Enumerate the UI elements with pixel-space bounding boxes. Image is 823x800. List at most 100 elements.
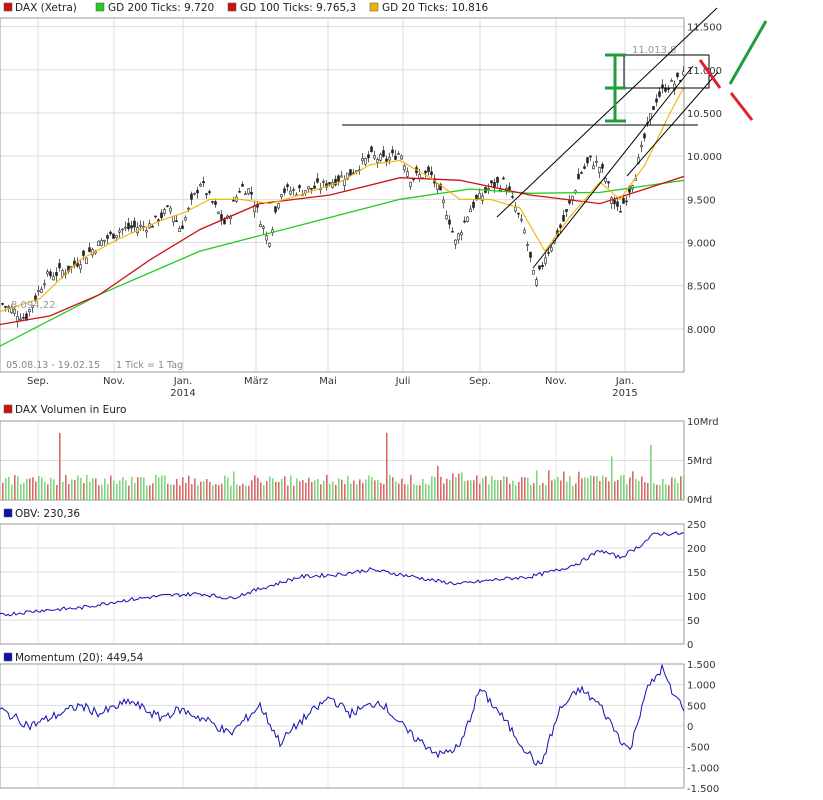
x-month-label: Nov.: [103, 376, 125, 387]
volume-bar: [629, 477, 631, 500]
candle-body: [58, 263, 61, 269]
candle-body: [514, 206, 517, 212]
candle-body: [400, 155, 403, 160]
volume-bar: [305, 482, 307, 500]
volume-bar: [569, 476, 571, 500]
momentum-frame: [0, 663, 685, 789]
candle-body: [385, 158, 388, 162]
volume-bar: [146, 485, 148, 500]
volume-bar: [605, 477, 607, 500]
candle-body: [373, 155, 376, 159]
x-month-label: Mai: [319, 376, 337, 387]
legend-swatch-gd200: [95, 2, 105, 12]
volume-bar: [35, 481, 37, 500]
obv-frame: [0, 523, 685, 645]
momentum-swatch: [3, 652, 13, 662]
volume-panel: DAX Volumen in Euro 10Mrd 5Mrd 0Mrd: [0, 404, 719, 506]
volume-bar: [368, 475, 370, 500]
volume-bar: [218, 485, 220, 500]
obv-y-tick: 100: [687, 592, 706, 603]
candle-body: [307, 186, 310, 190]
volume-bar: [161, 475, 163, 500]
volume-bars: [2, 432, 684, 500]
volume-bar: [431, 476, 433, 500]
volume-bar: [668, 485, 670, 500]
volume-bar: [50, 477, 52, 500]
candle-body: [463, 220, 466, 223]
candle-body: [151, 225, 154, 228]
volume-bar: [74, 479, 76, 500]
bearish-mark-upper: [698, 59, 722, 89]
candle-body: [175, 220, 178, 223]
volume-bar: [593, 476, 595, 500]
price-grid: [0, 18, 684, 788]
volume-bar: [299, 481, 301, 500]
obv-y-tick: 150: [687, 568, 706, 579]
candle-body: [217, 211, 220, 214]
volume-bar: [566, 481, 568, 500]
x-axis: Sep. Nov. Jan. März Mai Juli Sep. Nov. Jan.2014 2…: [27, 376, 638, 399]
volume-bar: [65, 475, 67, 500]
volume-bar: [650, 444, 652, 500]
candle-body: [31, 305, 34, 308]
candle-body: [667, 88, 670, 90]
volume-bar: [635, 478, 637, 500]
volume-bar: [311, 482, 313, 500]
volume-bar: [191, 484, 193, 500]
candle-body: [259, 224, 262, 228]
candle-body: [640, 144, 643, 148]
volume-bar: [491, 476, 493, 500]
candle-body: [520, 218, 523, 221]
volume-bar: [254, 475, 256, 500]
volume-bar: [260, 482, 262, 500]
volume-bar: [11, 484, 13, 500]
candle-body: [571, 195, 574, 200]
momentum-line: [0, 664, 684, 767]
candle-body: [85, 257, 88, 264]
candle-body: [481, 195, 484, 201]
candle-body: [442, 199, 445, 204]
volume-bar: [437, 465, 439, 500]
candle-body: [586, 157, 589, 164]
volume-bar: [425, 483, 427, 500]
candle-body: [607, 181, 610, 184]
legend-gd200: GD 200 Ticks: 9.720: [108, 2, 214, 14]
volume-bar: [596, 476, 598, 500]
candle-body: [346, 172, 349, 180]
volume-bar: [665, 484, 667, 500]
volume-bar: [602, 475, 604, 500]
volume-bar: [518, 481, 520, 500]
volume-bar: [197, 485, 199, 500]
volume-bar: [545, 484, 547, 500]
volume-bar: [398, 483, 400, 500]
candle-body: [517, 212, 520, 215]
candle-body: [109, 231, 112, 235]
candle-body: [280, 194, 283, 198]
candle-body: [469, 208, 472, 213]
volume-bar: [530, 484, 532, 500]
candle-body: [511, 196, 514, 198]
candle-body: [580, 172, 583, 174]
candle-body: [487, 188, 490, 190]
volume-bar: [170, 484, 172, 500]
volume-bar: [14, 474, 16, 500]
candle-body: [328, 182, 331, 185]
candles: [1, 66, 684, 328]
candle-body: [37, 290, 40, 292]
candle-body: [244, 193, 247, 196]
x-month-label: Sep.: [27, 376, 49, 387]
volume-bar: [599, 480, 601, 500]
candle-body: [661, 84, 664, 89]
volume-bar: [392, 477, 394, 500]
candle-body: [115, 235, 118, 239]
candle-body: [196, 189, 199, 194]
volume-bar: [440, 476, 442, 500]
volume-bar: [5, 478, 7, 500]
volume-bar: [671, 477, 673, 500]
candle-body: [88, 247, 91, 252]
volume-bar: [590, 475, 592, 500]
candle-body: [220, 214, 223, 220]
volume-bar: [113, 480, 115, 500]
volume-bar: [674, 478, 676, 500]
volume-bar: [284, 476, 286, 500]
